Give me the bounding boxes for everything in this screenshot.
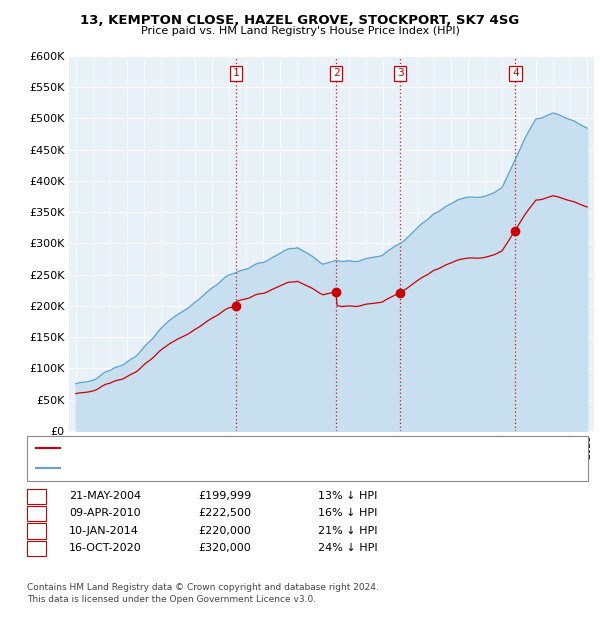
Text: £320,000: £320,000: [198, 543, 251, 553]
Text: 4: 4: [33, 543, 40, 553]
Text: 10-JAN-2014: 10-JAN-2014: [69, 526, 139, 536]
Text: 13% ↓ HPI: 13% ↓ HPI: [318, 491, 377, 501]
Text: Price paid vs. HM Land Registry's House Price Index (HPI): Price paid vs. HM Land Registry's House …: [140, 26, 460, 36]
Text: 3: 3: [33, 526, 40, 536]
Text: 3: 3: [397, 68, 404, 78]
Text: £220,000: £220,000: [198, 526, 251, 536]
Text: 13, KEMPTON CLOSE, HAZEL GROVE, STOCKPORT, SK7 4SG (detached house): 13, KEMPTON CLOSE, HAZEL GROVE, STOCKPOR…: [64, 443, 443, 453]
Text: £199,999: £199,999: [198, 491, 251, 501]
Text: 2: 2: [333, 68, 340, 78]
Text: 2: 2: [33, 508, 40, 518]
Text: 21-MAY-2004: 21-MAY-2004: [69, 491, 141, 501]
Text: 1: 1: [232, 68, 239, 78]
Text: 13, KEMPTON CLOSE, HAZEL GROVE, STOCKPORT, SK7 4SG: 13, KEMPTON CLOSE, HAZEL GROVE, STOCKPOR…: [80, 14, 520, 27]
Text: HPI: Average price, detached house, Stockport: HPI: Average price, detached house, Stoc…: [64, 463, 292, 473]
Text: This data is licensed under the Open Government Licence v3.0.: This data is licensed under the Open Gov…: [27, 595, 316, 604]
Text: £222,500: £222,500: [198, 508, 251, 518]
Text: 09-APR-2010: 09-APR-2010: [69, 508, 140, 518]
Text: Contains HM Land Registry data © Crown copyright and database right 2024.: Contains HM Land Registry data © Crown c…: [27, 583, 379, 592]
Text: 16-OCT-2020: 16-OCT-2020: [69, 543, 142, 553]
Text: 4: 4: [512, 68, 519, 78]
Text: 24% ↓ HPI: 24% ↓ HPI: [318, 543, 377, 553]
Text: 1: 1: [33, 491, 40, 501]
Text: 21% ↓ HPI: 21% ↓ HPI: [318, 526, 377, 536]
Text: 16% ↓ HPI: 16% ↓ HPI: [318, 508, 377, 518]
